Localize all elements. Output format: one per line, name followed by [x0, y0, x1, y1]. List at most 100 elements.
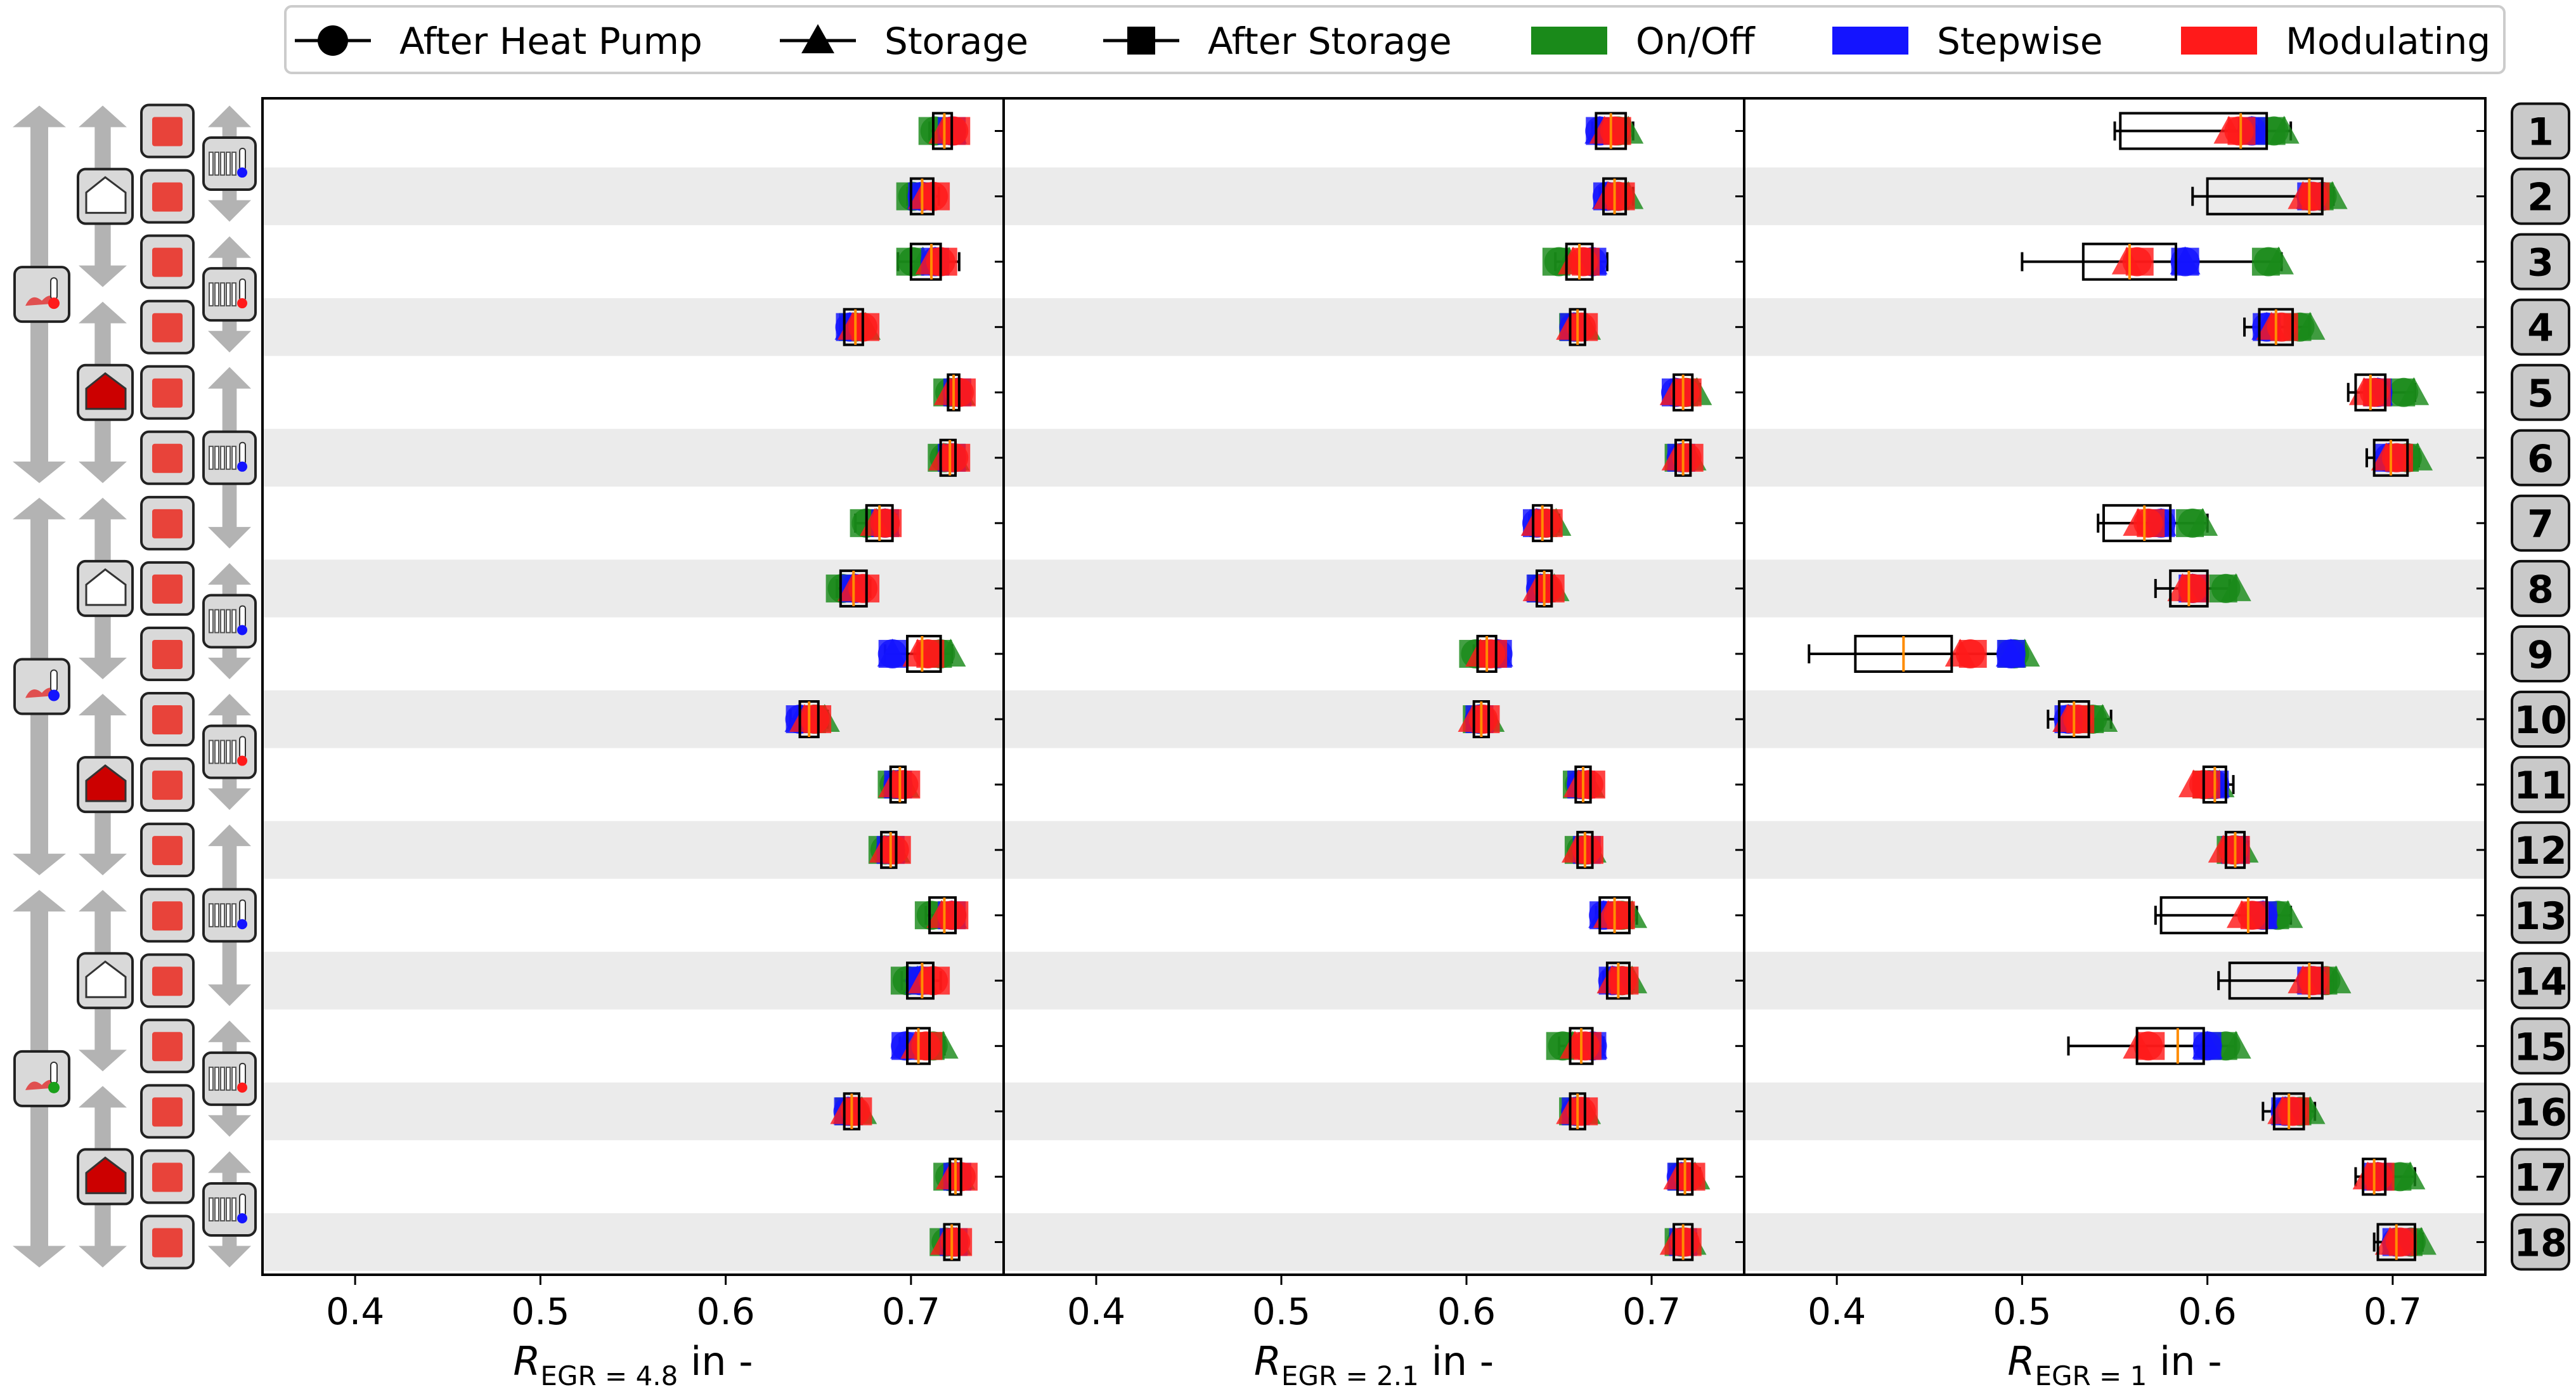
modulating-heat-pump-marker — [2133, 508, 2163, 538]
legend-label: Modulating — [2286, 20, 2490, 63]
stepwise-heat-pump-marker — [2170, 247, 2200, 277]
row-label-17: 17 — [2511, 1148, 2570, 1206]
row-label-18: 18 — [2511, 1213, 2570, 1271]
svg-text:12: 12 — [2514, 829, 2567, 873]
x-tick-label: 0.5 — [1252, 1290, 1311, 1333]
row-8-marks — [825, 569, 880, 608]
row-16-marks — [2262, 1092, 2326, 1131]
svg-text:1: 1 — [2527, 110, 2554, 155]
row-1-marks — [918, 112, 971, 150]
modulating-heat-pump-marker — [871, 508, 900, 538]
box — [2228, 961, 2324, 1000]
modulating-heat-pump-marker — [841, 1097, 871, 1126]
row-11-marks — [1562, 765, 1605, 804]
row-label-4: 4 — [2511, 298, 2570, 356]
modulating-heat-pump-marker — [2298, 181, 2328, 211]
storage-tank-icon — [140, 626, 195, 681]
row-7-marks — [2097, 504, 2218, 542]
row-band — [262, 690, 2485, 748]
modulating-heat-pump-marker — [1567, 312, 1596, 342]
onoff-heat-pump-marker — [2211, 573, 2241, 603]
x-tick-label: 0.6 — [2178, 1290, 2237, 1333]
modulating-heat-pump-marker — [2363, 1162, 2393, 1192]
row-12-marks — [2208, 831, 2259, 869]
row-6-marks — [2365, 438, 2433, 477]
modulating-heat-pump-marker — [1955, 639, 1985, 668]
svg-text:9: 9 — [2527, 633, 2554, 677]
row-3-marks — [896, 242, 961, 281]
weather-cold-icon — [13, 266, 70, 323]
modulating-heat-pump-marker — [941, 1227, 971, 1257]
x-tick-label: 0.4 — [1808, 1290, 1866, 1333]
row-9-marks — [877, 634, 966, 673]
storage-tank-icon — [140, 103, 195, 159]
row-13-marks — [2154, 896, 2303, 935]
row-7-marks — [1520, 504, 1572, 542]
row-label-7: 7 — [2511, 494, 2570, 552]
modulating-heat-pump-marker — [2278, 1097, 2308, 1126]
row-label-1: 1 — [2511, 102, 2570, 160]
row-2-marks — [2191, 177, 2348, 216]
x-tick-label: 0.7 — [1622, 1290, 1681, 1333]
row-14-marks — [890, 961, 950, 1000]
modulating-heat-pump-marker — [939, 116, 969, 146]
legend: After Heat Pump Storage After Storage On/Of… — [284, 5, 2506, 74]
box — [2135, 1027, 2205, 1065]
row-2-marks — [1591, 177, 1644, 216]
row-band — [262, 1082, 2485, 1140]
x-tick-label: 0.5 — [1993, 1290, 2051, 1333]
box — [880, 831, 898, 869]
svg-text:4: 4 — [2527, 306, 2554, 351]
stepwise-heat-pump-marker — [2192, 1031, 2222, 1061]
storage-tank-icon — [140, 561, 195, 616]
legend-label: On/Off — [1636, 20, 1756, 63]
x-axis-label: REGR = 4.8 in - — [513, 1338, 753, 1387]
modulating-heat-pump-marker — [1531, 508, 1561, 538]
row-label-5: 5 — [2511, 363, 2570, 421]
modulating-heat-pump-marker — [1672, 443, 1702, 472]
row-17-marks — [1663, 1157, 1711, 1196]
legend-item-after-heat-pump: After Heat Pump — [295, 20, 702, 63]
svg-text:11: 11 — [2514, 764, 2567, 808]
svg-text:14: 14 — [2514, 960, 2567, 1004]
row-3-marks — [2021, 242, 2294, 281]
radiator-low-temp-icon — [202, 430, 257, 485]
row-bands — [262, 167, 2485, 1271]
row-10-marks — [2047, 700, 2118, 739]
row-17-marks — [2352, 1157, 2426, 1196]
row-8-marks — [1522, 569, 1570, 608]
radiator-low-temp-icon — [202, 888, 257, 943]
modulating-heat-pump-marker — [937, 901, 967, 930]
row-5-marks — [1659, 373, 1712, 412]
storage-tank-icon — [140, 430, 195, 485]
row-4-marks — [2243, 308, 2326, 346]
legend-item-stepwise: Stepwise — [1832, 20, 2103, 63]
modulating-heat-pump-marker — [2385, 1227, 2415, 1257]
legend-item-storage: Storage — [780, 20, 1028, 63]
storage-tank-icon — [140, 1149, 195, 1204]
modulating-heat-pump-marker — [1674, 1162, 1704, 1192]
x-tick-label: 0.7 — [2364, 1290, 2422, 1333]
box — [928, 896, 957, 935]
row-9-marks — [1459, 634, 1513, 673]
modulating-heat-pump-marker — [1574, 770, 1603, 800]
building-low-icon — [77, 559, 134, 617]
x-tick-label: 0.5 — [511, 1290, 569, 1333]
row-1-marks — [2113, 112, 2300, 150]
svg-text:8: 8 — [2527, 568, 2554, 612]
modulating-heat-pump-marker — [913, 639, 943, 668]
row-6-marks — [928, 438, 971, 477]
storage-tank-icon — [140, 823, 195, 878]
row-6-marks — [1661, 438, 1707, 477]
storage-tank-icon — [140, 888, 195, 943]
stepwise-heat-pump-marker — [877, 639, 907, 668]
row-14-marks — [2217, 961, 2352, 1000]
svg-text:16: 16 — [2514, 1090, 2567, 1135]
building-high-icon — [77, 363, 134, 421]
row-12-marks — [868, 831, 911, 869]
svg-text:15: 15 — [2514, 1025, 2567, 1069]
row-10-marks — [784, 700, 840, 739]
storage-tank-icon — [140, 953, 195, 1008]
box — [2119, 112, 2269, 150]
row-7-marks — [850, 504, 902, 542]
